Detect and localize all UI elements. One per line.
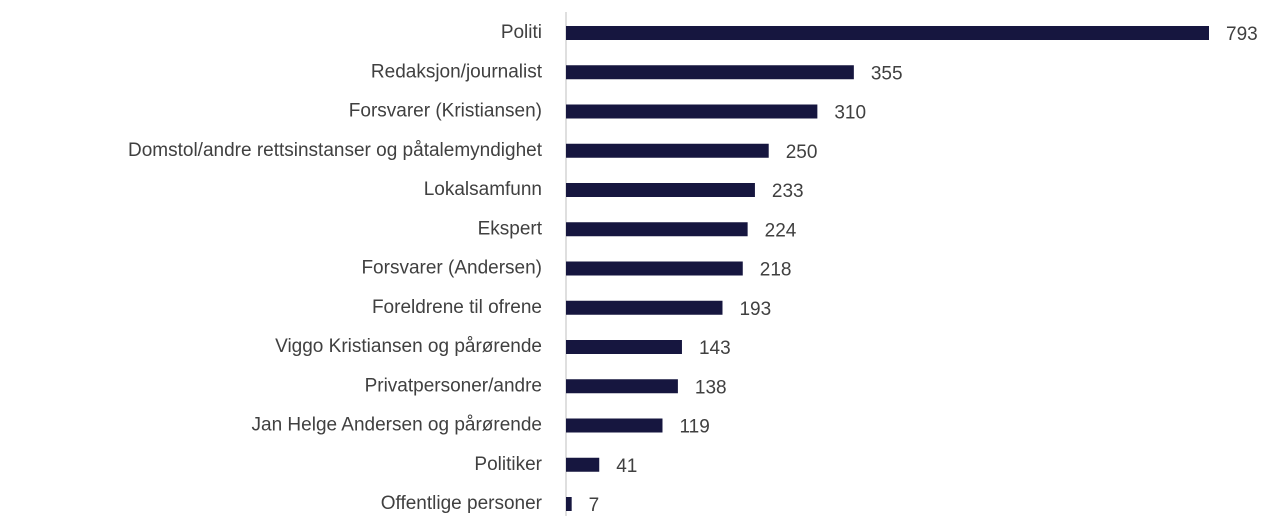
- bar: [566, 418, 663, 433]
- category-label: Foreldrene til ofrene: [372, 297, 542, 318]
- value-label: 224: [765, 220, 797, 241]
- bar: [566, 143, 769, 158]
- category-label: Domstol/andre rettsinstanser og påtalemy…: [128, 140, 543, 161]
- category-label: Politiker: [474, 454, 542, 475]
- value-label: 7: [589, 495, 600, 516]
- bar: [566, 379, 678, 394]
- category-label: Forsvarer (Kristiansen): [349, 101, 542, 122]
- value-label: 138: [695, 377, 727, 398]
- bar: [566, 300, 723, 315]
- bar: [566, 183, 755, 197]
- value-label: 218: [760, 260, 792, 281]
- category-label: Viggo Kristiansen og pårørende: [275, 336, 542, 357]
- value-label: 250: [786, 142, 818, 163]
- category-label: Politi: [501, 22, 542, 43]
- bar: [566, 457, 600, 472]
- value-label: 119: [679, 417, 709, 438]
- value-label: 143: [699, 338, 731, 359]
- bar: [566, 26, 1209, 40]
- bar: [566, 222, 748, 237]
- bar: [566, 104, 818, 119]
- bar: [566, 261, 743, 276]
- category-label: Offentlige personer: [381, 493, 543, 514]
- category-label: Redaksjon/journalist: [371, 61, 543, 82]
- category-label: Lokalsamfunn: [424, 179, 542, 200]
- value-label: 793: [1226, 24, 1258, 45]
- value-label: 355: [871, 63, 903, 84]
- category-label: Privatpersoner/andre: [365, 375, 542, 396]
- category-label: Forsvarer (Andersen): [361, 258, 542, 279]
- category-label: Ekspert: [478, 218, 543, 239]
- value-label: 41: [616, 456, 637, 477]
- category-label: Jan Helge Andersen og pårørende: [252, 415, 542, 436]
- bar: [566, 65, 854, 80]
- bar: [566, 497, 572, 511]
- value-label: 193: [739, 299, 771, 320]
- bar: [566, 340, 682, 354]
- value-label: 233: [772, 181, 804, 202]
- value-label: 310: [834, 103, 866, 124]
